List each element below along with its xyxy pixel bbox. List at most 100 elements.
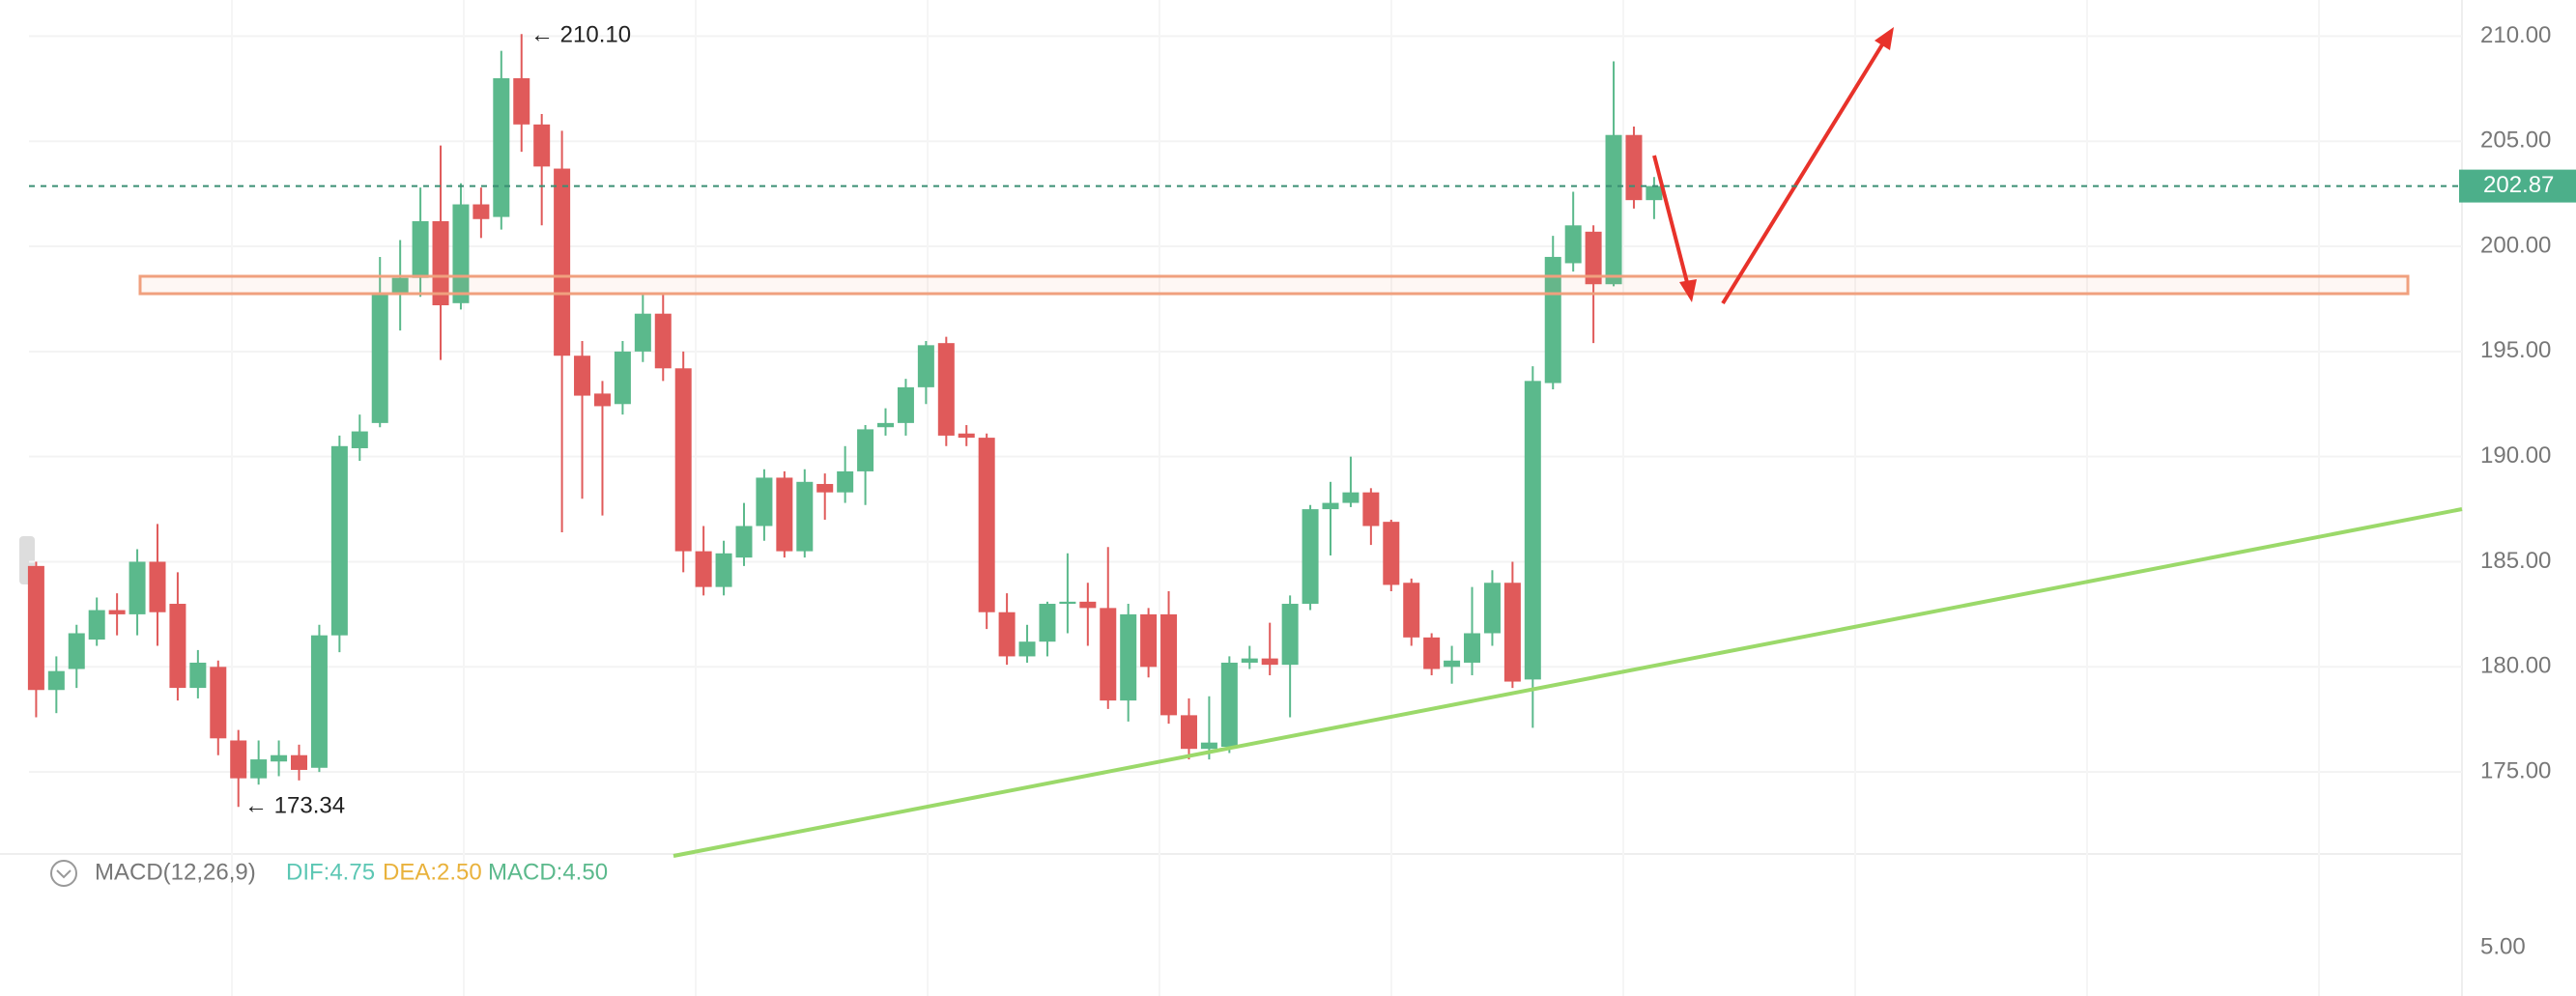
candle-body [857, 429, 874, 471]
candle-body [1585, 231, 1602, 285]
arrow-head [1679, 279, 1697, 302]
candle-body [1018, 641, 1036, 657]
candle-body [412, 220, 429, 278]
candle-body [391, 277, 409, 296]
candle-body [978, 438, 995, 612]
y-tick-label: 190.00 [2480, 442, 2551, 469]
macd-dea: DEA:2.50 [383, 859, 482, 885]
candle-body [129, 561, 146, 614]
candle-body [1302, 509, 1319, 605]
candle-body [1444, 660, 1461, 668]
candle-body [210, 667, 227, 739]
candle-body [189, 662, 207, 689]
candle-body [1423, 637, 1441, 669]
candle-body [472, 204, 490, 219]
candle-body [796, 481, 814, 552]
candle-body [1524, 381, 1541, 680]
candle-body [1464, 633, 1481, 663]
candle-body [351, 431, 368, 448]
candle-body [330, 445, 348, 636]
collapse-button[interactable] [50, 860, 77, 887]
candle-body [1605, 134, 1622, 285]
candle-body [533, 124, 551, 167]
candle-body [271, 754, 288, 762]
candle-body [1079, 601, 1097, 609]
trend-line [673, 507, 2463, 858]
candle-body [674, 368, 692, 552]
candle-body [958, 433, 975, 439]
current-price-box [2459, 169, 2576, 203]
candle-body [1241, 658, 1258, 663]
candle-body [593, 393, 611, 407]
candle-body [1200, 742, 1217, 750]
candle-body [371, 295, 388, 423]
candle-body [897, 386, 914, 423]
candle-body [169, 604, 186, 689]
candle-body [27, 565, 44, 691]
candle-body [1059, 601, 1076, 605]
y-tick-label: 195.00 [2480, 337, 2551, 363]
candle-body [1564, 225, 1582, 264]
candle-body [108, 610, 126, 614]
macd-tick-label: 5.00 [2480, 933, 2526, 959]
high-marker: ← 210.10 [530, 21, 631, 47]
candle-body [88, 610, 105, 640]
candle-body [1322, 502, 1339, 510]
macd-dif: DIF:4.75 [286, 859, 375, 885]
arrow-head [1875, 27, 1894, 50]
candle-body [1383, 522, 1400, 585]
candle-body [715, 553, 732, 587]
candle-body [452, 204, 470, 303]
y-tick-label: 210.00 [2480, 22, 2551, 48]
candle-body [291, 754, 308, 770]
y-tick-label: 185.00 [2480, 548, 2551, 574]
candle-body [493, 77, 510, 217]
candle-body [1342, 492, 1360, 503]
candle-body [877, 422, 895, 428]
candle-body [1180, 715, 1197, 750]
candle-body [837, 470, 854, 493]
candle-body [230, 740, 247, 779]
candle-body [432, 220, 449, 305]
arrow-up [1721, 40, 1886, 305]
candle-body [756, 477, 773, 526]
candle-body [1100, 608, 1117, 701]
candle-body [1261, 658, 1278, 666]
candle-body [1362, 492, 1380, 526]
candle-body [654, 313, 672, 369]
candle-body [310, 635, 328, 768]
candle-body [1403, 583, 1420, 638]
y-tick-label: 175.00 [2480, 757, 2551, 783]
candle-body [1544, 256, 1561, 384]
candle-body [1220, 662, 1238, 748]
current-price-label: 202.87 [2483, 172, 2554, 198]
y-tick-label: 180.00 [2480, 653, 2551, 679]
y-tick-label: 205.00 [2480, 128, 2551, 154]
candle-body [634, 313, 651, 352]
candle-body [1120, 613, 1137, 701]
candle-body [695, 551, 712, 587]
candle-body [1160, 613, 1178, 716]
candle-body [574, 356, 591, 396]
candle-body [250, 759, 268, 779]
arrow-down [1652, 155, 1691, 291]
candle-body [917, 345, 934, 387]
candle-body [68, 633, 85, 669]
candle-body [554, 168, 571, 356]
macd-title: MACD(12,26,9) [95, 859, 256, 885]
candle-body [1646, 185, 1663, 201]
candle-body [735, 526, 753, 558]
low-marker: ← 173.34 [244, 792, 345, 818]
candle-body [1483, 583, 1501, 634]
candle-body [47, 670, 65, 691]
candle-body [1503, 583, 1521, 682]
candle-body [816, 483, 834, 493]
candle-body [1281, 604, 1299, 666]
candle-body [614, 351, 631, 405]
candle-body [513, 77, 530, 125]
candle-body [1625, 134, 1643, 201]
resistance-zone [138, 274, 2410, 296]
candle-body [149, 561, 166, 612]
